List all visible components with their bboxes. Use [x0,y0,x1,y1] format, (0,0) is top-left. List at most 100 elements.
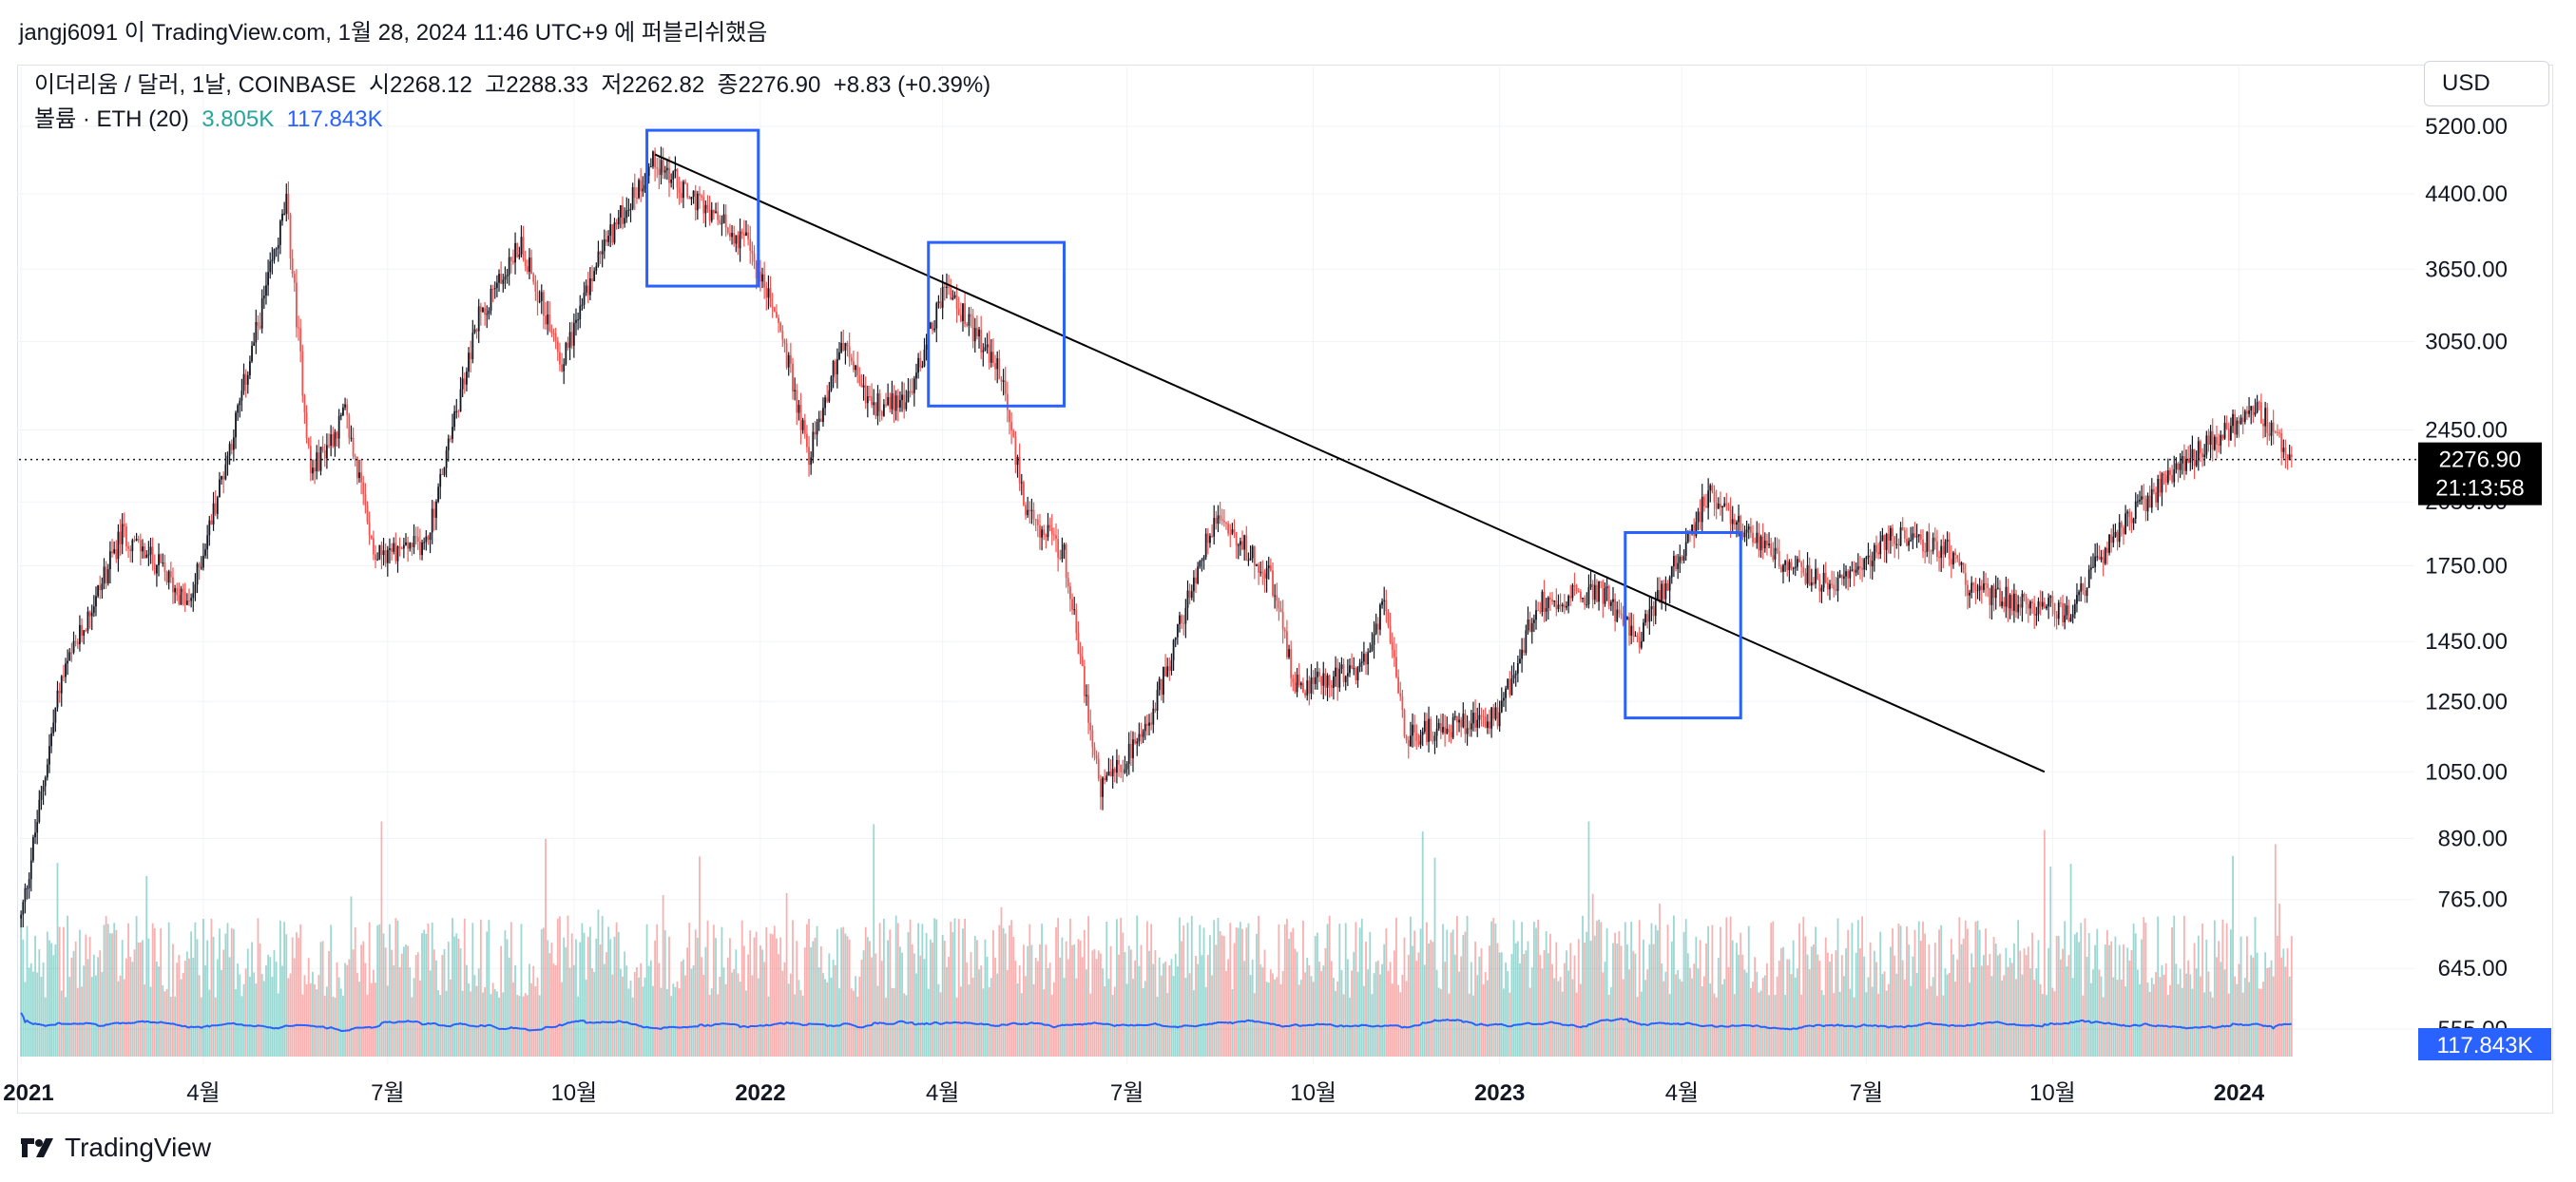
volume-bar [151,923,154,1057]
candle-body [994,363,996,370]
candle-body [1113,769,1116,773]
candle-body [1634,636,1637,638]
volume-bar [169,996,172,1057]
candle-body [652,151,654,167]
candle-body [1818,579,1821,592]
volume-bar [1073,944,1076,1057]
candle-body [44,777,47,787]
volume-bar [1102,968,1104,1057]
volume-bar [1818,961,1821,1057]
candle-body [439,473,442,487]
volume-bar [1433,857,1436,1057]
candle-body [2064,615,2067,622]
volume-bar [482,992,484,1057]
candle-body [312,467,314,474]
volume-bar [289,973,292,1057]
candle-body [812,431,815,458]
candle-body [1018,456,1021,484]
candle-body [1401,696,1404,711]
price-tick-label: 3050.00 [2425,330,2508,355]
candle-body [1551,599,1553,602]
candle-body [262,296,265,299]
volume-bar [929,939,932,1057]
candle-body [550,331,553,334]
candle-body [2270,422,2273,436]
volume-bar [1974,921,1977,1057]
volume-bar [1602,972,1605,1057]
volume-bar [455,933,458,1057]
candle-body [1650,606,1653,610]
candle-body [389,548,391,550]
candle-body [1077,633,1080,655]
volume-ma-badge-label: 117.843K [2437,1033,2533,1058]
candle-body [654,151,656,168]
candle-body [1661,583,1663,603]
candle-body [1899,526,1902,545]
candle-body [459,389,462,411]
volume-bar [1990,976,1993,1057]
candle-body [2033,602,2036,616]
candle-body [798,405,800,413]
volume-bar [127,923,129,1057]
volume-bar [959,986,962,1057]
candle-body [1358,662,1361,668]
volume-bar [2181,987,2183,1057]
candle-body [74,640,77,642]
volume-bar [1267,982,1270,1057]
volume-bar [1612,943,1614,1057]
candle-body [506,275,509,276]
footer-brand[interactable]: TradingView [19,1133,211,1163]
volume-label[interactable]: 볼륨 · ETH (20) [34,106,189,132]
candle-body [457,410,460,412]
volume-bar [844,933,847,1057]
volume-bar [1444,962,1447,1057]
volume-bar [2203,992,2206,1057]
volume-bar [2136,969,2139,1057]
volume-bar [2132,923,2135,1057]
volume-bar [1537,919,1540,1057]
volume-bar [530,982,533,1057]
candle-body [28,879,30,888]
volume-bar [984,939,987,1057]
volume-bar [1028,924,1031,1057]
candle-body [185,601,188,605]
volume-bar [2049,866,2052,1057]
volume-bar [1213,920,1216,1057]
volume-bar [722,967,725,1057]
candle-body [2126,511,2129,514]
candle-body [346,404,349,415]
time-tick-label: 2024 [2214,1080,2265,1106]
currency-button[interactable]: USD [2424,61,2549,106]
candle-body [212,503,215,524]
candle-body [498,274,500,283]
volume-bar [2193,943,2196,1057]
candle-body [1856,566,1859,570]
volume-bar [1229,923,1232,1057]
candle-body [1527,620,1529,631]
candle-body [1057,539,1060,559]
volume-bar [1164,962,1166,1057]
volume-bar [563,937,566,1057]
candle-body [305,412,308,438]
volume-bar [524,993,527,1057]
candle-body [2211,430,2214,450]
candle-body [1913,533,1916,538]
volume-bar [228,957,231,1057]
candle-body [1579,591,1582,600]
candle-body [842,342,845,351]
volume-bar [277,993,279,1057]
volume-bar [1067,959,1069,1057]
candle-body [352,437,355,457]
volume-bar [1906,926,1908,1057]
candle-body [789,354,792,364]
symbol-label[interactable]: 이더리움 / 달러, 1날, COINBASE [34,72,356,98]
candle-body [2069,617,2072,622]
candle-body [692,190,695,198]
candle-body [1924,551,1927,553]
candle-body [2187,458,2190,463]
volume-bar [696,937,699,1057]
volume-bar [1654,925,1657,1057]
candle-body [321,447,324,450]
candle-body [1233,529,1236,533]
